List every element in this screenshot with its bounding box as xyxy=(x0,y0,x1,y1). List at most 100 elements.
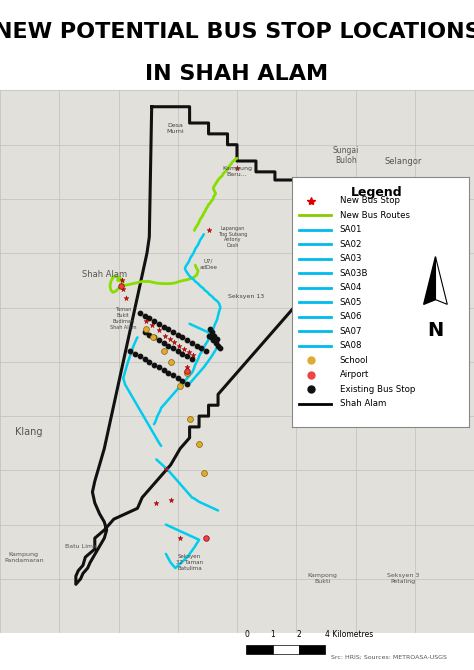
Text: 2: 2 xyxy=(296,630,301,639)
Point xyxy=(179,375,186,386)
Point xyxy=(175,340,183,351)
Point xyxy=(160,321,167,332)
Text: 0: 0 xyxy=(244,630,249,639)
Text: Shah Alam: Shah Alam xyxy=(339,399,386,408)
Text: Src: HRIS; Sources: METROASA-USGS: Src: HRIS; Sources: METROASA-USGS xyxy=(331,655,447,659)
Point xyxy=(118,275,126,285)
Text: SA07: SA07 xyxy=(339,327,362,336)
Text: Taman
Bukit
Budiman
Shah Alam: Taman Bukit Budiman Shah Alam xyxy=(110,307,137,330)
Point xyxy=(214,340,222,351)
Point xyxy=(185,346,192,357)
Point xyxy=(160,364,167,375)
Point xyxy=(142,324,150,334)
Text: Selangor: Selangor xyxy=(384,157,421,165)
Point xyxy=(198,343,205,354)
Text: SA04: SA04 xyxy=(339,283,362,292)
Point xyxy=(183,335,191,346)
Point xyxy=(206,324,213,334)
Point xyxy=(148,320,155,330)
Point xyxy=(166,334,173,344)
Point xyxy=(209,327,216,338)
Text: School: School xyxy=(339,356,368,364)
FancyBboxPatch shape xyxy=(0,90,474,633)
Point xyxy=(127,346,134,356)
Point xyxy=(212,338,219,348)
Point xyxy=(195,439,203,450)
Text: Batu Lima: Batu Lima xyxy=(64,544,97,549)
Point xyxy=(217,343,224,354)
Text: SA08: SA08 xyxy=(339,341,362,350)
Point xyxy=(193,340,201,351)
Point xyxy=(186,413,193,424)
Point xyxy=(155,318,163,329)
Point xyxy=(119,283,127,294)
Point xyxy=(202,533,210,543)
Point xyxy=(136,351,144,362)
Point xyxy=(183,378,191,389)
Text: SA03: SA03 xyxy=(339,255,362,263)
Point xyxy=(164,367,172,378)
Point xyxy=(205,225,212,236)
Point xyxy=(207,332,215,343)
Bar xyxy=(299,645,325,654)
Point xyxy=(146,356,153,367)
Bar xyxy=(273,645,299,654)
Point xyxy=(188,338,196,348)
Text: Kampung
Pandamaran: Kampung Pandamaran xyxy=(4,552,44,563)
Point xyxy=(179,348,186,359)
Point xyxy=(179,332,186,343)
Point xyxy=(176,381,184,391)
Bar xyxy=(246,645,273,654)
Text: Petaling
Jaya: Petaling Jaya xyxy=(419,320,453,339)
Text: Existing Bus Stop: Existing Bus Stop xyxy=(339,385,415,394)
Point xyxy=(169,326,177,337)
Point xyxy=(155,335,163,346)
Point xyxy=(167,356,174,367)
Text: Lapangan
Tbg Subang
Antony
Dash: Lapangan Tbg Subang Antony Dash xyxy=(218,226,247,248)
Text: SA01: SA01 xyxy=(339,226,362,234)
Point xyxy=(164,340,172,351)
Point xyxy=(150,316,158,326)
Text: SA03B: SA03B xyxy=(339,269,368,278)
Text: Bukit K..: Bukit K.. xyxy=(394,310,421,316)
Point xyxy=(167,495,174,506)
Text: Shah Alam: Shah Alam xyxy=(82,271,127,279)
Point xyxy=(210,335,217,346)
Text: N: N xyxy=(428,321,444,340)
Point xyxy=(150,359,158,370)
Text: Kampong
Bukti: Kampong Bukti xyxy=(307,574,337,584)
Point xyxy=(200,468,208,478)
Point xyxy=(131,348,139,359)
Point xyxy=(160,346,167,356)
Text: New Bus Stop: New Bus Stop xyxy=(339,196,400,206)
Point xyxy=(169,343,177,354)
Point xyxy=(180,344,188,354)
Point xyxy=(141,310,148,321)
Point xyxy=(174,373,182,383)
Point xyxy=(146,313,153,324)
Point xyxy=(183,367,191,378)
Point xyxy=(155,325,163,336)
Point xyxy=(210,330,218,341)
Polygon shape xyxy=(436,257,447,304)
Point xyxy=(171,337,178,348)
Point xyxy=(164,324,172,334)
Point xyxy=(142,316,150,326)
Point xyxy=(205,330,212,341)
Point xyxy=(162,464,170,474)
Point xyxy=(160,338,167,348)
Text: Airport: Airport xyxy=(339,371,369,379)
Point xyxy=(141,354,148,364)
Point xyxy=(183,362,191,373)
Text: New Bus Routes: New Bus Routes xyxy=(339,211,410,220)
Text: Subang
Jaya: Subang Jaya xyxy=(297,401,329,420)
Text: SA05: SA05 xyxy=(339,298,362,307)
Text: Desa
Murni: Desa Murni xyxy=(166,123,184,134)
Point xyxy=(202,346,210,356)
Text: 1: 1 xyxy=(270,630,275,639)
Text: Taman Tun
Dr. Ismail: Taman Tun Dr. Ismail xyxy=(391,275,424,286)
Point xyxy=(150,332,158,343)
Point xyxy=(176,533,184,543)
Text: SA06: SA06 xyxy=(339,312,362,322)
Text: Kampung
Baru...: Kampung Baru... xyxy=(222,166,252,178)
